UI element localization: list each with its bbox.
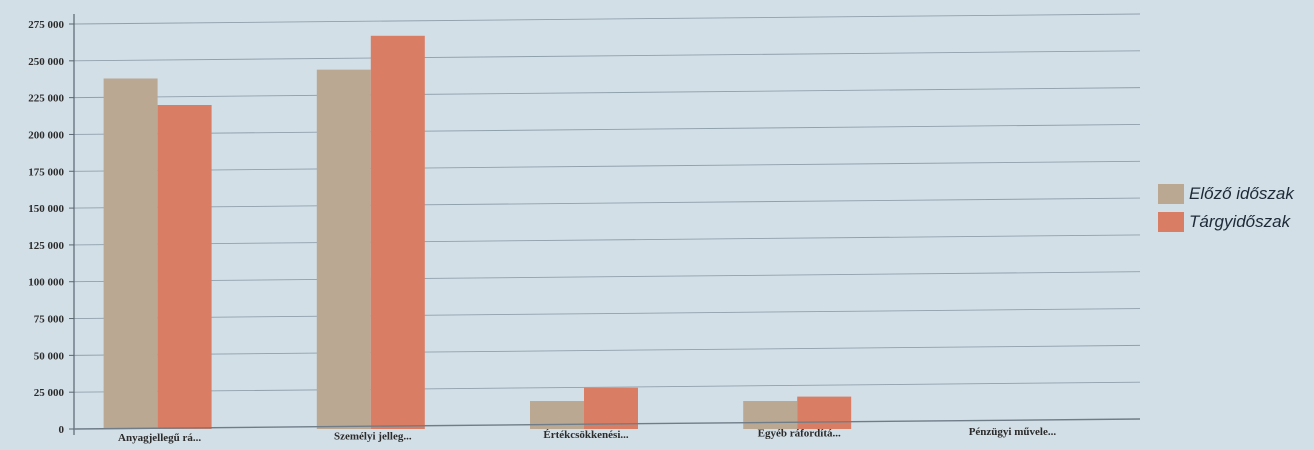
x-tick-label: Személyi jelleg... [334,431,412,443]
x-tick-label: Értékcsökkenési... [543,429,629,441]
gridline [73,160,1141,172]
x-tick-label: Pénzügyi művele... [969,426,1057,438]
gridline [73,50,1141,62]
y-tick-label: 175 000 [28,166,64,178]
gridline [73,381,1141,393]
legend-swatch-previous [1158,184,1184,204]
y-tick-label: 25 000 [34,387,65,399]
y-tick-label: 100 000 [28,277,64,289]
legend-swatch-current [1158,212,1184,232]
gridline [73,308,1141,319]
x-axis-labels: Anyagjellegű rá... Személyi jelleg... Érté… [118,426,1056,444]
bar-previous [103,78,158,429]
bar-current [797,396,852,429]
gridline [73,87,1141,99]
gridline [73,344,1141,356]
bars [103,35,852,430]
x-axis-line [73,418,1141,430]
y-tick-label: 75 000 [34,314,65,326]
gridline [73,197,1141,209]
y-tick-label: 150 000 [28,203,64,215]
axes [73,14,1141,435]
legend-item-previous: Előző időszak [1158,182,1294,206]
y-axis-ticks: 0 25 000 50 000 75 000 100 000 125 000 150 000… [28,19,74,436]
legend: Előző időszak Tárgyidőszak [1158,182,1294,238]
bar-previous [316,69,371,430]
y-tick-label: 250 000 [28,56,64,68]
y-tick-label: 225 000 [28,93,64,105]
gridline [73,271,1141,283]
bar-previous [743,401,798,429]
bar-current [584,387,638,429]
x-tick-label: Egyéb ráfordítá... [758,428,841,440]
y-tick-label: 50 000 [34,350,65,362]
gridline [73,13,1141,25]
bar-current [157,105,212,429]
legend-label-previous: Előző időszak [1189,184,1294,203]
y-tick-label: 275 000 [28,19,64,31]
x-tick-label: Anyagjellegű rá... [118,432,201,444]
y-tick-label: 125 000 [28,240,64,252]
legend-item-current: Tárgyidőszak [1158,210,1294,234]
gridline [73,124,1141,135]
gridlines [73,13,1141,393]
legend-label-current: Tárgyidőszak [1189,212,1291,231]
y-tick-label: 200 000 [28,129,64,141]
y-tick-label: 0 [59,424,65,436]
gridline [73,234,1141,246]
bar-current [370,35,425,429]
